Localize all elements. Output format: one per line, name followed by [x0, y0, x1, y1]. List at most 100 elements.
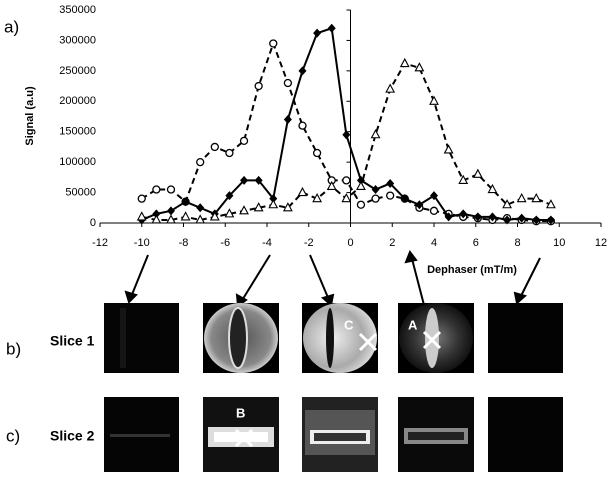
y-tick-label: 100000	[59, 156, 96, 168]
data-point	[415, 200, 424, 210]
y-tick-label: 250000	[59, 65, 96, 77]
x-tick-label: 10	[553, 237, 565, 249]
data-point	[386, 178, 395, 188]
data-point	[430, 191, 438, 201]
x-tick-label: -10	[134, 237, 150, 249]
data-point	[342, 176, 351, 185]
data-point	[313, 28, 322, 38]
data-point	[196, 157, 205, 167]
data-point	[269, 194, 278, 204]
data-point	[282, 202, 293, 212]
y-tick-label: 0	[90, 217, 96, 229]
data-point	[444, 212, 453, 222]
data-point	[151, 214, 162, 224]
data-point	[399, 57, 410, 68]
data-point	[180, 211, 191, 221]
data-point	[298, 121, 307, 130]
data-point	[545, 199, 556, 209]
x-tick-label: -12	[92, 237, 108, 249]
x-tick-label: -2	[304, 237, 314, 249]
data-point	[239, 205, 249, 215]
data-point	[356, 180, 366, 191]
data-point	[370, 129, 381, 139]
x-tick-label: -6	[220, 237, 230, 249]
data-point	[371, 194, 380, 203]
data-point	[166, 206, 175, 216]
data-point	[546, 215, 555, 225]
data-point	[502, 199, 512, 209]
data-point	[225, 191, 234, 201]
data-point	[386, 191, 395, 200]
panel-label: a)	[4, 17, 19, 36]
y-axis-title: Signal (a.u)	[24, 86, 36, 146]
x-tick-label: 12	[595, 237, 607, 249]
x-tick-label: -4	[262, 237, 272, 249]
data-point	[210, 142, 219, 152]
point-label: A	[408, 317, 418, 332]
data-point	[503, 215, 512, 225]
data-point	[429, 95, 439, 105]
data-point	[269, 39, 278, 48]
data-point	[195, 214, 206, 224]
data-point	[253, 202, 264, 212]
data-point	[166, 185, 176, 194]
data-point	[458, 174, 469, 184]
data-point	[239, 136, 249, 145]
x-tick-label: 4	[431, 237, 437, 249]
y-tick-label: 350000	[59, 4, 96, 16]
data-point	[326, 180, 337, 191]
y-tick-label: 200000	[59, 95, 96, 107]
data-point	[152, 185, 161, 194]
data-point	[196, 203, 205, 213]
data-point	[414, 62, 425, 72]
panel-label: b)	[6, 339, 21, 358]
y-tick-label: 50000	[65, 186, 96, 198]
data-point	[254, 175, 263, 185]
data-point	[297, 186, 308, 197]
point-label: C	[344, 317, 354, 332]
data-point	[327, 23, 336, 33]
data-point	[371, 185, 380, 195]
data-point	[298, 66, 307, 76]
data-point	[488, 212, 497, 222]
data-point	[240, 175, 249, 185]
data-point	[531, 192, 542, 203]
data-point	[209, 211, 220, 221]
point-label: B	[236, 405, 245, 420]
panel-label: c)	[6, 426, 20, 445]
x-tick-label: -8	[179, 237, 189, 249]
data-point	[137, 194, 146, 203]
x-tick-label: 6	[473, 237, 479, 249]
slice-label: Slice 2	[50, 428, 95, 444]
data-point	[268, 199, 279, 209]
data-point	[473, 212, 482, 222]
data-point	[385, 83, 396, 93]
data-point	[341, 192, 352, 203]
data-point	[472, 168, 483, 178]
data-point	[224, 208, 235, 218]
y-tick-label: 150000	[59, 126, 96, 138]
mri-images	[104, 303, 563, 472]
data-point	[400, 194, 409, 204]
data-point	[517, 213, 526, 223]
data-point	[443, 144, 454, 154]
data-point	[429, 206, 439, 215]
x-tick-label: 8	[514, 237, 520, 249]
data-point	[166, 214, 176, 224]
data-point	[283, 115, 292, 125]
data-point	[152, 209, 161, 219]
data-point	[283, 78, 293, 88]
data-point	[181, 197, 190, 207]
data-point	[487, 183, 498, 194]
data-point	[532, 215, 541, 225]
data-point	[254, 81, 263, 91]
x-tick-label: 0	[347, 237, 353, 249]
data-point	[312, 192, 323, 203]
data-point	[459, 209, 468, 219]
data-point	[516, 192, 527, 203]
data-point	[342, 130, 351, 140]
x-tick-label: 2	[389, 237, 395, 249]
y-tick-label: 300000	[59, 34, 96, 46]
data-point	[356, 200, 366, 209]
